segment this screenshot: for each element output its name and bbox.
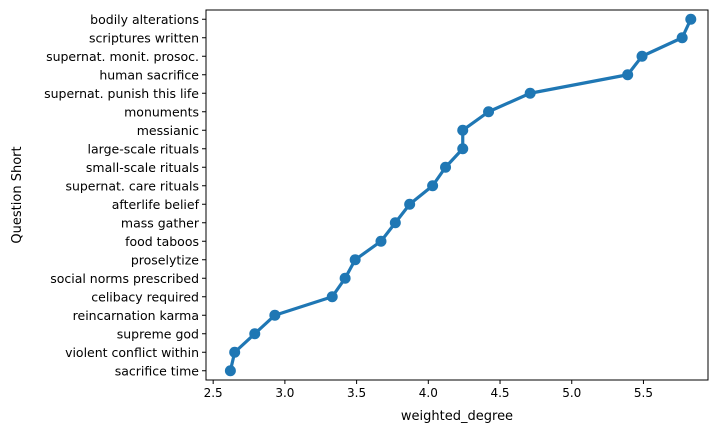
data-point [339, 272, 351, 284]
x-tick-label: 3.5 [347, 386, 366, 400]
plot-frame [205, 9, 709, 381]
y-tick-label: reincarnation karma [73, 308, 199, 323]
y-tick-label: human sacrifice [99, 67, 199, 82]
data-point [457, 143, 469, 155]
x-tick-label: 5.5 [634, 386, 653, 400]
series-line-group [228, 17, 693, 373]
x-tick-label: 3.0 [275, 386, 294, 400]
data-point [224, 365, 236, 377]
y-tick-label: messianic [137, 123, 199, 138]
data-point [404, 198, 416, 210]
data-point [427, 180, 439, 192]
y-tick-label: sacrifice time [115, 363, 200, 378]
y-tick-label: scriptures written [89, 30, 199, 45]
y-tick-label: supernat. monit. prosoc. [46, 49, 199, 64]
y-tick-label: food taboos [125, 234, 199, 249]
axis-ticks: 2.5 3.0 3.5 4.0 4.5 5.0 5.5 bodily alterations s… [44, 12, 653, 400]
data-point [685, 13, 697, 25]
data-point [524, 87, 536, 99]
y-tick-label: supernat. punish this life [44, 86, 199, 101]
data-point [622, 69, 634, 81]
y-tick-label: supreme god [117, 326, 199, 341]
y-tick-label: violent conflict within [65, 345, 199, 360]
x-tick-label: 4.0 [419, 386, 438, 400]
y-tick-label: proselytize [131, 252, 199, 267]
data-point [636, 50, 648, 62]
y-tick-label: afterlife belief [112, 197, 200, 212]
data-point [326, 291, 338, 303]
series-line [228, 17, 693, 373]
x-tick-label: 2.5 [204, 386, 223, 400]
y-axis-label: Question Short [10, 146, 25, 243]
data-point [389, 217, 401, 229]
data-point [483, 106, 495, 118]
data-point [440, 161, 452, 173]
x-axis-label: weighted_degree [401, 409, 513, 424]
y-tick-label: monuments [124, 104, 199, 119]
y-tick-label: bodily alterations [90, 12, 199, 27]
data-point [349, 254, 361, 266]
y-tick-label: mass gather [121, 215, 200, 230]
y-tick-label: large-scale rituals [88, 141, 199, 156]
y-tick-label: supernat. care rituals [65, 178, 199, 193]
data-point [249, 328, 261, 340]
data-point [457, 124, 469, 136]
series-points-group [224, 13, 697, 377]
data-point [229, 346, 241, 358]
data-point [676, 32, 688, 44]
data-point [269, 309, 281, 321]
y-tick-label: celibacy required [91, 289, 199, 304]
x-tick-label: 4.5 [490, 386, 509, 400]
y-tick-label: social norms prescribed [50, 271, 199, 286]
data-point [375, 235, 387, 247]
x-tick-label: 5.0 [562, 386, 581, 400]
y-tick-label: small-scale rituals [86, 160, 199, 175]
